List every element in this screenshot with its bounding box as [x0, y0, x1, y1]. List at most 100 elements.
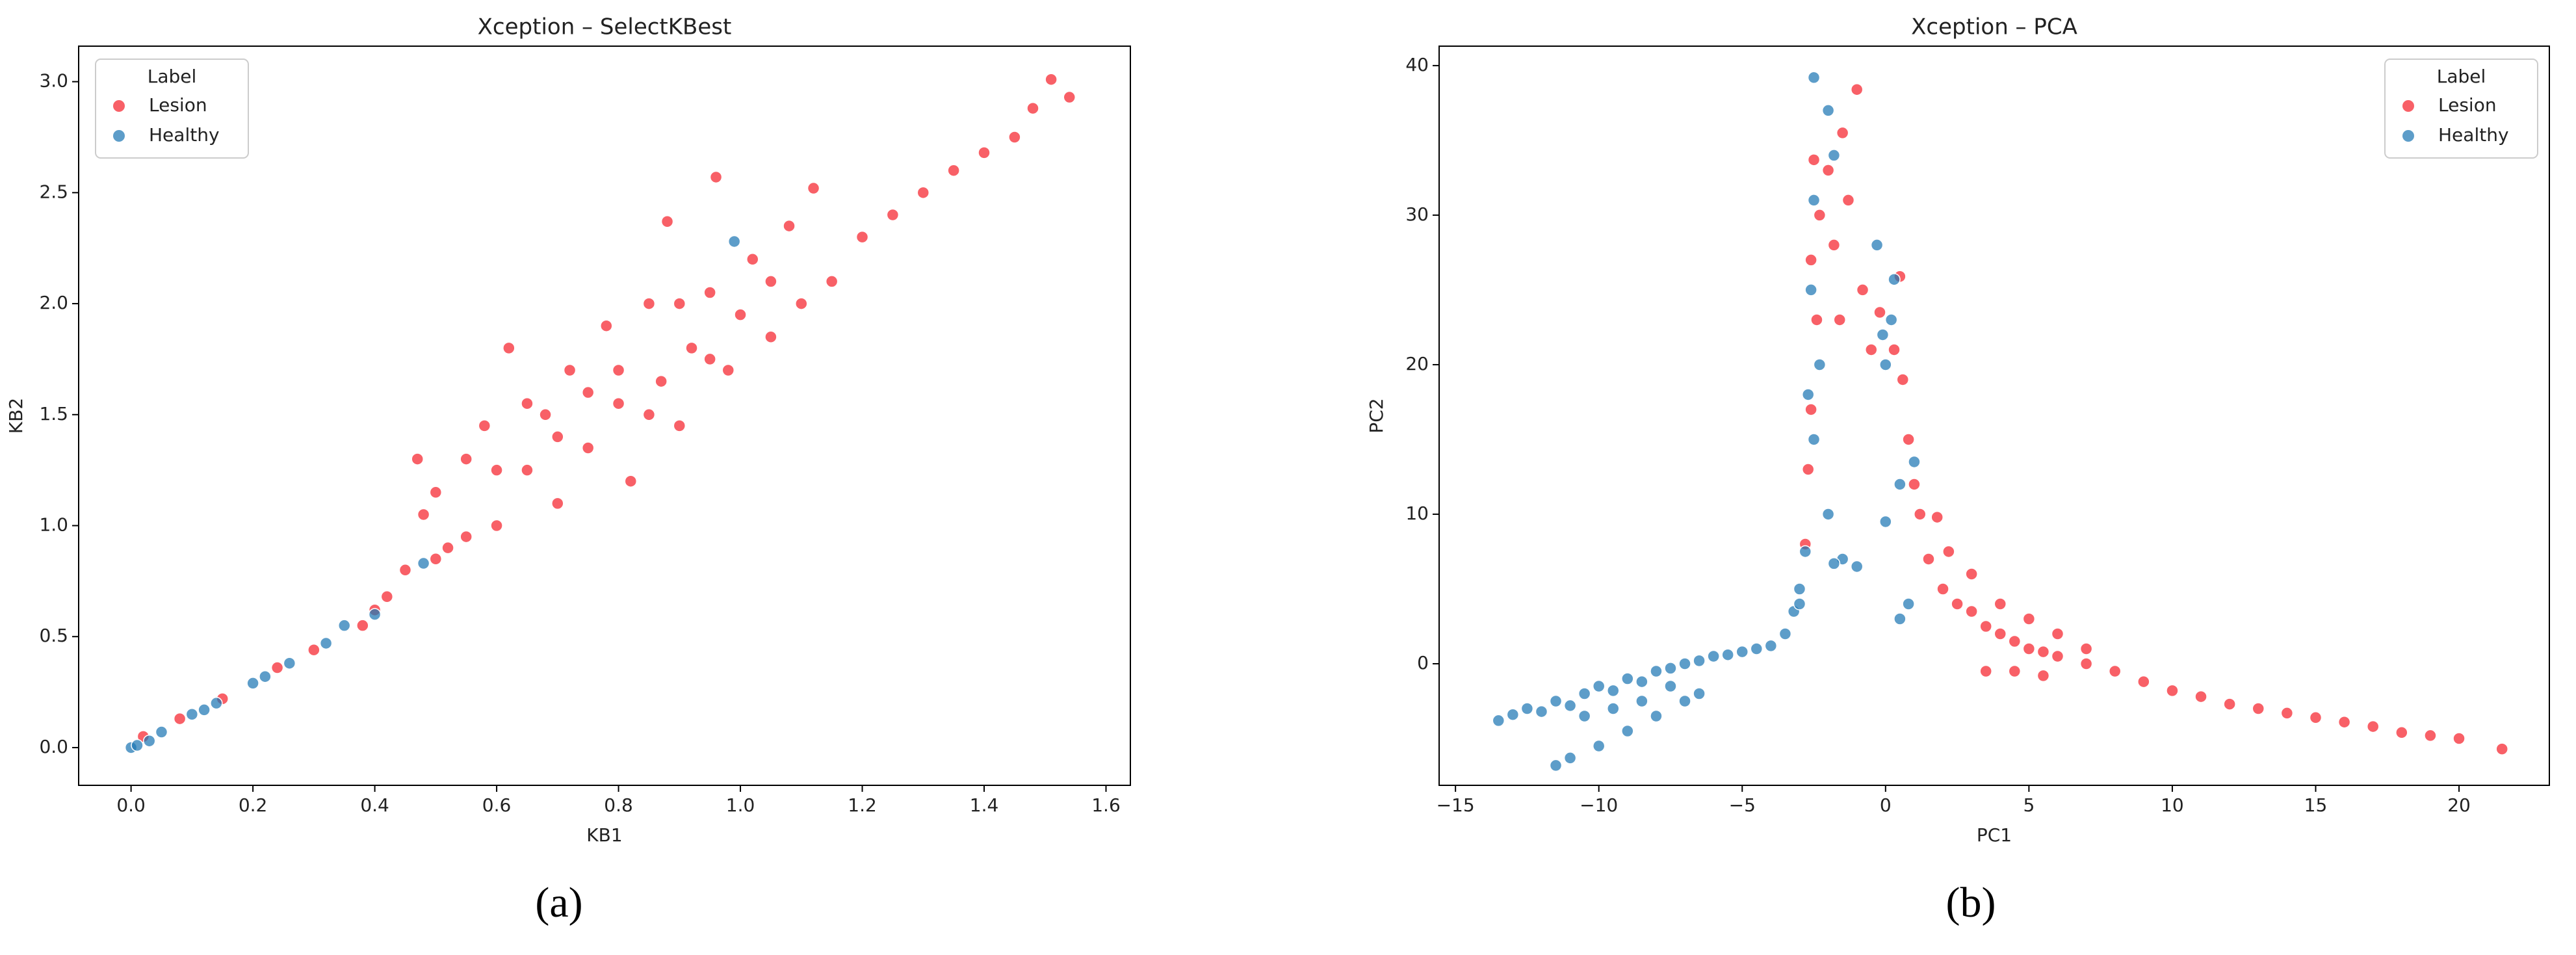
point: [2395, 726, 2408, 739]
point: [855, 230, 869, 244]
point: [1650, 709, 1663, 723]
point: [1893, 478, 1906, 491]
point: [198, 703, 211, 716]
point: [2137, 675, 2150, 688]
point: [270, 661, 284, 674]
point: [460, 530, 473, 543]
point: [1707, 649, 1720, 663]
point: [825, 275, 839, 288]
point: [1736, 645, 1749, 659]
point: [673, 419, 686, 432]
point: [429, 486, 443, 499]
y-tick-label: 0: [1417, 652, 1429, 674]
point: [2022, 642, 2036, 655]
point: [398, 564, 412, 577]
point: [746, 253, 759, 266]
point: [1856, 283, 1869, 296]
point: [210, 696, 223, 710]
point: [1902, 597, 1915, 610]
point: [1841, 194, 1855, 207]
point: [1813, 358, 1827, 371]
point: [1942, 545, 1955, 558]
point: [337, 619, 351, 632]
point: [709, 170, 723, 184]
point: [1810, 313, 1823, 326]
point: [521, 397, 534, 410]
legend-marker: [113, 130, 125, 142]
point: [551, 497, 564, 510]
point: [1902, 433, 1915, 446]
x-tick-label: 15: [2304, 794, 2328, 816]
point: [764, 275, 777, 288]
point: [1764, 639, 1778, 653]
point: [978, 146, 991, 159]
x-tick-label: 1.2: [848, 794, 877, 816]
point: [1664, 662, 1677, 675]
point: [685, 341, 698, 355]
point: [490, 519, 503, 532]
point: [1951, 597, 1964, 610]
legend-marker: [113, 100, 125, 112]
point: [2223, 698, 2236, 711]
axes-frame: [78, 46, 1131, 786]
point: [2495, 742, 2508, 755]
point: [2280, 707, 2294, 720]
point: [1801, 463, 1815, 476]
point: [1821, 508, 1835, 521]
point: [259, 670, 272, 683]
point: [1994, 597, 2007, 610]
panel-caption: (a): [535, 879, 582, 926]
axes-frame: [1438, 46, 2550, 786]
point: [581, 441, 595, 454]
point: [1865, 343, 1878, 356]
point: [283, 657, 296, 670]
point: [1678, 657, 1691, 670]
point: [1807, 153, 1821, 166]
x-tick-label: 0.0: [116, 794, 146, 816]
point: [521, 464, 534, 477]
point: [612, 397, 625, 410]
legend-box: [95, 59, 249, 159]
point: [1850, 83, 1864, 96]
point: [1801, 388, 1815, 401]
legend: Label Lesion Healthy: [95, 59, 249, 159]
chart-title: Xception – PCA: [1911, 14, 2077, 40]
point: [655, 374, 668, 388]
point: [1650, 664, 1663, 678]
point: [1635, 694, 1648, 708]
point: [1804, 403, 1817, 416]
x-tick-label: 0.6: [482, 794, 512, 816]
point: [1578, 709, 1591, 723]
point: [1827, 557, 1841, 570]
x-tick-label: 0.4: [360, 794, 389, 816]
point: [2008, 664, 2022, 678]
x-tick-label: 0.8: [604, 794, 633, 816]
point: [1994, 627, 2007, 640]
point: [1678, 694, 1691, 708]
point: [1607, 702, 1620, 715]
legend-label: Lesion: [149, 94, 207, 116]
point: [642, 297, 656, 310]
point: [1635, 675, 1648, 688]
x-axis-label: KB1: [586, 824, 622, 846]
point: [1607, 684, 1620, 698]
point: [1979, 664, 1992, 678]
point: [1936, 582, 1949, 595]
point: [1621, 724, 1634, 738]
point: [460, 452, 473, 465]
point: [1908, 478, 1921, 491]
point: [2051, 649, 2064, 663]
x-tick-label: −5: [1729, 794, 1756, 816]
point: [2252, 702, 2265, 715]
point: [417, 556, 430, 570]
point: [1914, 508, 1927, 521]
point: [2166, 684, 2179, 698]
x-axis-label: PC1: [1977, 824, 2012, 846]
point: [673, 297, 686, 310]
point: [2424, 729, 2437, 742]
point: [1804, 254, 1817, 267]
point: [368, 608, 382, 621]
point: [734, 308, 747, 321]
point: [131, 739, 144, 752]
